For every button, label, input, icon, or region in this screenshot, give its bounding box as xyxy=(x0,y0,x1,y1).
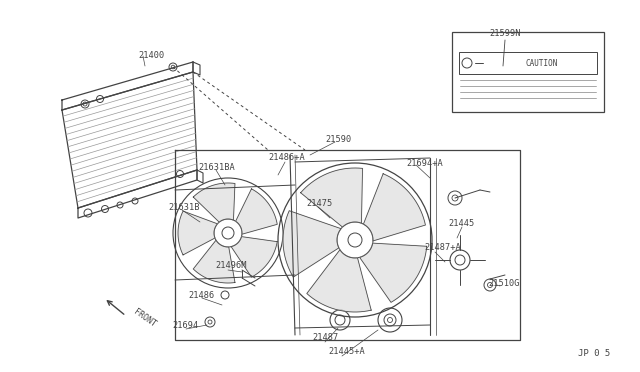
Text: JP 0 5: JP 0 5 xyxy=(578,349,610,358)
Text: 21631BA: 21631BA xyxy=(198,164,235,173)
Text: 21599N: 21599N xyxy=(489,29,521,38)
Polygon shape xyxy=(193,183,235,222)
Text: 21400: 21400 xyxy=(138,51,164,61)
Text: 21694: 21694 xyxy=(172,321,198,330)
Polygon shape xyxy=(178,211,218,255)
Polygon shape xyxy=(360,243,427,302)
Text: 21487+A: 21487+A xyxy=(424,244,461,253)
Text: 21486: 21486 xyxy=(188,291,214,299)
Text: CAUTION: CAUTION xyxy=(525,58,558,67)
Text: 21631B: 21631B xyxy=(168,202,200,212)
Polygon shape xyxy=(364,174,426,241)
Polygon shape xyxy=(231,237,277,277)
Bar xyxy=(452,32,604,112)
Text: 21475: 21475 xyxy=(306,199,332,208)
Text: 21445+A: 21445+A xyxy=(328,347,365,356)
Polygon shape xyxy=(283,211,341,277)
Polygon shape xyxy=(307,250,371,312)
Text: 21590: 21590 xyxy=(325,135,351,144)
Text: 21694+A: 21694+A xyxy=(406,158,443,167)
Polygon shape xyxy=(301,168,362,227)
Text: 21496M: 21496M xyxy=(215,262,246,270)
Polygon shape xyxy=(193,240,235,283)
Text: 21487: 21487 xyxy=(312,334,339,343)
Text: 21486+A: 21486+A xyxy=(268,154,305,163)
Polygon shape xyxy=(236,189,277,234)
Text: 21445: 21445 xyxy=(448,219,474,228)
Text: FRONT: FRONT xyxy=(132,307,157,329)
Text: 21510G: 21510G xyxy=(488,279,520,288)
Bar xyxy=(459,52,597,74)
